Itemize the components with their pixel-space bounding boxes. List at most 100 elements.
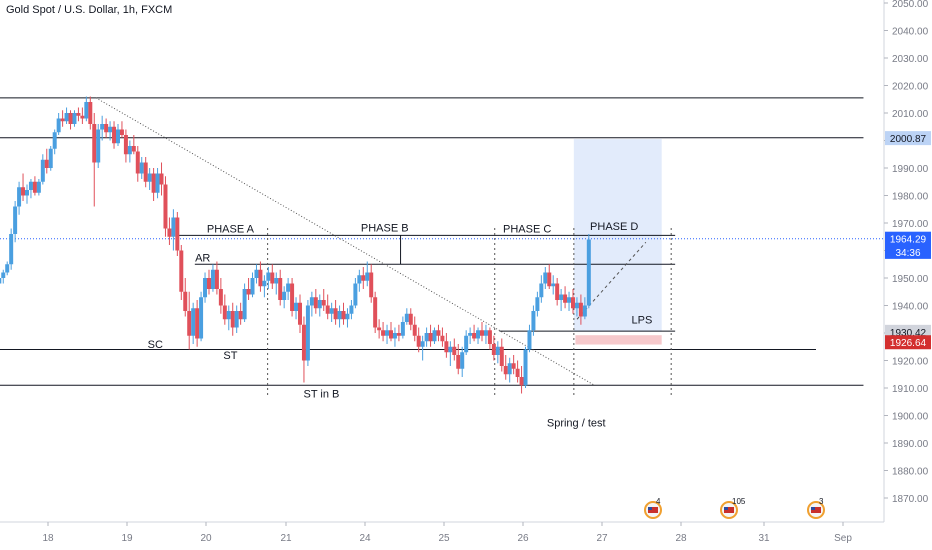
candle [392,333,397,339]
candle [262,280,267,287]
candle [60,118,65,122]
candle [100,124,105,130]
candle [155,173,160,193]
candle [432,330,437,342]
candle [179,250,184,292]
candle [147,173,152,182]
y-tick-label: 1920.00 [892,357,929,368]
candle [535,297,540,311]
candle [420,341,425,347]
candle [80,115,85,119]
candle [72,113,77,124]
candle [206,278,211,289]
x-tick-label: 25 [438,533,450,544]
y-tick-label: 2010.00 [892,109,929,120]
price-label: 34:36 [895,248,920,259]
candle [242,289,247,320]
annotation: LPS [632,314,653,326]
annotation: SC [148,339,163,351]
annotation: ST in B [303,389,339,401]
candle [0,278,2,284]
candle [286,283,291,292]
candle [32,181,37,193]
annotation: PHASE A [207,224,255,236]
candle [191,308,196,336]
candle [143,162,148,182]
candle [555,283,560,300]
candle [400,322,405,336]
candle [499,346,504,366]
candle [464,335,469,353]
candle [203,278,208,298]
candle [333,308,338,320]
candle [495,346,500,355]
annotation: PHASE C [503,224,551,236]
candle [266,272,271,281]
candle [290,283,295,311]
x-tick-label: 20 [200,533,212,544]
candle [294,302,299,311]
candle [187,311,192,336]
y-tick-label: 2040.00 [892,27,929,38]
candle [234,311,239,328]
candle [44,159,49,168]
candle [112,126,117,144]
support-box [575,335,662,345]
annotation: AR [195,253,210,265]
candle [159,173,164,185]
candle [483,330,488,336]
candle [586,239,591,306]
candle [543,272,548,284]
price-label-bg [885,244,931,259]
candle [230,311,235,328]
y-tick-label: 2050.00 [892,0,929,10]
candle [396,333,401,336]
y-tick-label: 2020.00 [892,82,929,93]
candle [317,300,322,309]
candle [377,327,382,331]
x-tick-label: 28 [675,533,687,544]
candle [329,308,334,314]
event-flag-canton [811,507,815,510]
candle [278,278,283,300]
candle [321,300,326,306]
candle [246,289,251,295]
event-flag-canton [724,507,728,510]
candle [539,283,544,298]
candle [511,363,516,369]
candle [424,333,429,342]
candle [40,159,45,182]
candle [373,297,378,328]
annotation: PHASE D [590,221,638,233]
candle [476,330,481,339]
y-tick-label: 1990.00 [892,164,929,175]
candle [527,330,532,350]
candle [135,151,140,174]
x-tick-label: 26 [517,533,529,544]
candle [301,324,306,361]
candle [282,291,287,300]
candle [345,313,350,320]
candle [341,311,346,320]
candle [531,311,536,331]
candle [559,294,564,300]
candle [274,278,279,284]
candle [452,346,457,355]
y-tick-label: 1910.00 [892,384,929,395]
candle [515,368,520,377]
candle [570,297,575,309]
y-tick-label: 1950.00 [892,274,929,285]
candle [408,313,413,325]
annotation: Spring / test [547,418,606,430]
candle [487,330,492,344]
candle [472,333,477,339]
candle [56,118,61,133]
candle [36,181,41,193]
candle [563,294,568,303]
annotation: PHASE B [361,222,409,234]
candle [48,148,53,168]
candle [214,269,219,289]
candle [119,129,124,135]
price-label: 1964.29 [890,235,927,246]
